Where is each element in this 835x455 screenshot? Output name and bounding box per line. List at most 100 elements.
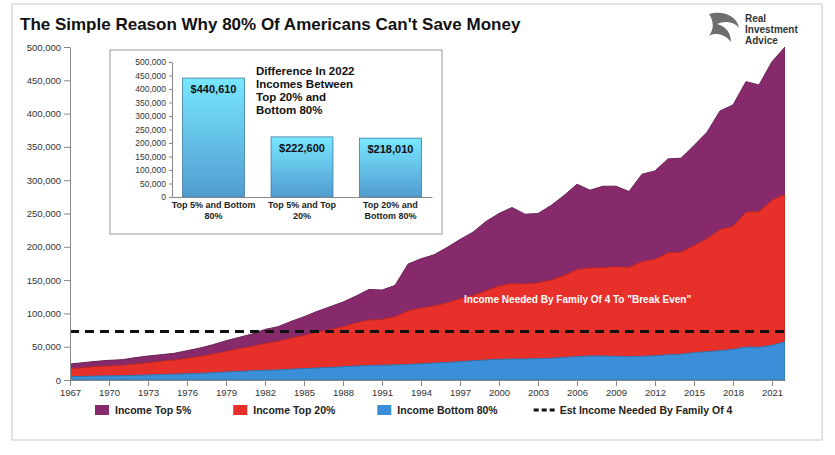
area (70, 47, 785, 380)
frame (12, 4, 822, 440)
inset-frame (110, 50, 442, 234)
tick-label-line: Top 20% and (363, 200, 418, 210)
x-tick-label: 2021 (762, 387, 783, 398)
inset-y-tick-label: 150,000 (135, 152, 166, 162)
x-tick: 1994 (411, 380, 432, 398)
x-tick: 1988 (333, 380, 354, 398)
x-tick-label: 1988 (333, 387, 354, 398)
data-label: $222,600 (279, 142, 325, 154)
tick-label-line: Bottom 80% (364, 211, 416, 221)
logo-text: Advice (745, 35, 778, 46)
title-line: Bottom 80% (256, 104, 322, 116)
inset-x-tick: Top 5% and Top20% (268, 200, 337, 220)
y-tick-mark (64, 47, 70, 48)
x-tick-mark (343, 380, 344, 386)
tick-label-line: 80% (205, 211, 223, 221)
y-tick-label: 100,000 (27, 308, 61, 319)
y-tick: 300,000 (27, 175, 70, 186)
x-tick-mark (109, 380, 110, 386)
x-tick: 1991 (372, 380, 393, 398)
y-tick-mark (64, 380, 70, 381)
x-tick-mark (304, 380, 305, 386)
x-tick: 1982 (255, 380, 276, 398)
inset-y-tick: 500,000 (135, 57, 172, 67)
y-tick-mark (64, 247, 70, 248)
y-tick-label: 200,000 (27, 241, 61, 252)
x-tick: 1970 (99, 380, 120, 398)
legend-label: Income Top 5% (115, 404, 192, 416)
y-tick-mark (64, 347, 70, 348)
tick-label-line: Top 5% and Bottom (172, 200, 256, 210)
x-tick: 2015 (684, 380, 705, 398)
inset-y-tick: 250,000 (135, 125, 172, 135)
x-tick-label: 1979 (216, 387, 237, 398)
y-tick-mark (64, 180, 70, 181)
x-tick-mark (772, 380, 773, 386)
bar (183, 78, 245, 197)
inset-x-tick: Top 5% and Bottom80% (172, 200, 256, 220)
tick-label-line: 20% (293, 211, 311, 221)
inset-y-tick-mark (169, 184, 172, 185)
x-axis: 1967197019731976197919821985198819911994… (60, 380, 786, 398)
y-tick: 100,000 (27, 308, 70, 319)
chart: The Simple Reason Why 80% Of Americans C… (0, 0, 835, 455)
inset-y-tick: 400,000 (135, 84, 172, 94)
inset-y-tick-mark (169, 197, 172, 198)
x-tick-label: 1970 (99, 387, 120, 398)
x-tick-mark (655, 380, 656, 386)
x-tick: 2000 (489, 380, 510, 398)
y-tick-label: 400,000 (27, 108, 61, 119)
inset-y-tick: 50,000 (140, 179, 172, 189)
inset-x-axis-line (173, 197, 433, 198)
x-tick-label: 1994 (411, 387, 432, 398)
x-tick-label: 1976 (177, 387, 198, 398)
x-tick-label: 2015 (684, 387, 705, 398)
x-tick: 2018 (723, 380, 744, 398)
y-tick: 500,000 (27, 42, 70, 53)
x-tick-label: 1973 (138, 387, 159, 398)
y-tick: 0 (56, 375, 70, 386)
inset-y-tick: 100,000 (135, 165, 172, 175)
y-axis: 0 50,000 100,000 150,000 200,000 250,000 300,0… (27, 42, 71, 386)
x-tick-mark (694, 380, 695, 386)
logo-icon (709, 13, 739, 42)
legend-item: Income Bottom 80% (377, 404, 498, 416)
inset-y-tick-label: 450,000 (135, 71, 166, 81)
inset-y-tick-mark (169, 157, 172, 158)
x-axis-line (71, 380, 786, 381)
x-tick-mark (70, 380, 71, 386)
x-tick-label: 1997 (450, 387, 471, 398)
annotation: Income Needed By Family Of 4 To "Break E… (464, 294, 691, 305)
y-tick: 400,000 (27, 108, 70, 119)
legend-swatch (95, 405, 109, 415)
inset-y-tick: 300,000 (135, 111, 172, 121)
x-tick-mark (187, 380, 188, 386)
logo-text: Real (745, 13, 766, 24)
inset-y-tick-label: 100,000 (135, 165, 166, 175)
inset-x-tick: Top 20% andBottom 80% (363, 200, 418, 220)
inset-y-tick-mark (169, 76, 172, 77)
inset-y-tick-label: 50,000 (140, 179, 166, 189)
x-tick-mark (460, 380, 461, 386)
y-tick-label: 250,000 (27, 208, 61, 219)
y-tick-label: 50,000 (32, 341, 61, 352)
y-tick-mark (64, 280, 70, 281)
inset-x-tick-label: Top 5% and Top20% (268, 200, 337, 220)
inset-y-tick-mark (169, 89, 172, 90)
x-tick-mark (382, 380, 383, 386)
legend-item: Est Income Needed By Family Of 4 (534, 404, 733, 416)
x-tick: 1976 (177, 380, 198, 398)
x-tick: 2009 (606, 380, 627, 398)
legend-item: Income Top 20% (233, 404, 336, 416)
y-tick-mark (64, 147, 70, 148)
inset-y-tick-mark (169, 170, 172, 171)
x-tick: 2003 (528, 380, 549, 398)
legend-swatch (534, 409, 556, 412)
inset-x-axis: Top 5% and Bottom80% Top 5% and Top20% Top… (172, 198, 433, 221)
y-tick-label: 150,000 (27, 275, 61, 286)
inset-plot-area (183, 78, 422, 197)
x-tick-mark (226, 380, 227, 386)
x-tick: 1997 (450, 380, 471, 398)
x-tick-mark (265, 380, 266, 386)
inset-y-axis: 050,000100,000150,000200,000250,000300,0… (135, 57, 172, 202)
